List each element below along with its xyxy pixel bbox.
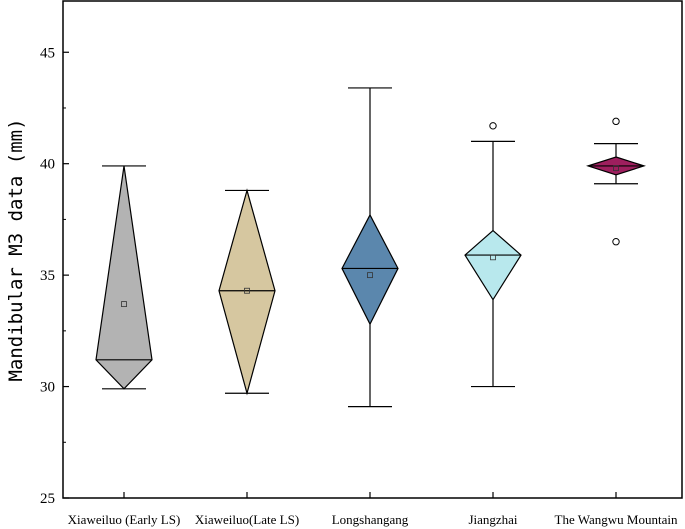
plot-frame <box>62 0 683 499</box>
mean-marker-0 <box>121 301 127 308</box>
box-group-1 <box>218 188 276 396</box>
box-group-0 <box>95 165 153 390</box>
x-tick-label-2: Longshangang <box>332 512 409 527</box>
outlier-4-0 <box>612 117 620 126</box>
box-group-2 <box>341 87 399 408</box>
x-tick-label-4: The Wangwu Mountain <box>555 512 678 527</box>
y-axis-title: Mandibular M3 data (mm) <box>5 118 27 381</box>
y-tick-label-30: 30 <box>40 380 55 396</box>
outlier-4-1 <box>612 237 620 246</box>
box-group-3 <box>464 122 522 388</box>
mean-marker-4 <box>613 165 619 172</box>
mean-marker-3 <box>490 254 496 261</box>
mean-marker-1 <box>244 287 250 294</box>
x-axis: Xiaweiluo (Early LS) Xiaweiluo(Late LS) Lo… <box>68 492 678 527</box>
diamond-0 <box>95 165 153 390</box>
outlier-3-0 <box>489 122 497 130</box>
x-tick-label-1: Xiaweiluo(Late LS) <box>195 512 299 527</box>
y-tick-label-35: 35 <box>40 268 55 284</box>
box-group-4 <box>586 117 646 246</box>
y-tick-label-45: 45 <box>40 45 55 61</box>
y-tick-label-25: 25 <box>40 491 55 507</box>
boxes <box>95 87 646 408</box>
diamond-3 <box>464 229 522 301</box>
x-tick-label-3: Jiangzhai <box>468 512 517 527</box>
diamond-2 <box>341 213 399 326</box>
y-axis: 25 30 35 40 45 <box>40 45 69 507</box>
x-tick-label-0: Xiaweiluo (Early LS) <box>68 512 181 527</box>
mean-marker-2 <box>367 272 373 279</box>
diamond-1 <box>218 188 276 396</box>
y-tick-label-40: 40 <box>40 157 55 173</box>
